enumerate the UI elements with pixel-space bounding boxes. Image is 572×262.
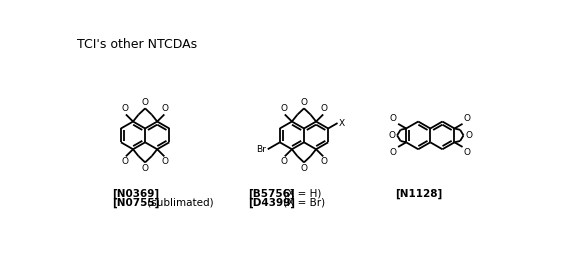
Text: X: X [339,119,345,128]
Text: Br: Br [256,145,266,154]
Text: [B5756]: [B5756] [248,189,295,199]
Text: (X = Br): (X = Br) [280,198,325,208]
Text: TCI's other NTCDAs: TCI's other NTCDAs [77,38,197,51]
Text: O: O [280,104,288,113]
Text: O: O [142,163,149,173]
Text: O: O [162,157,169,166]
Text: [N0755]: [N0755] [112,198,159,208]
Text: O: O [280,157,288,166]
Text: O: O [122,157,129,166]
Text: (sublimated): (sublimated) [144,198,213,208]
Text: O: O [320,157,328,166]
Text: [N1128]: [N1128] [395,189,443,199]
Text: O: O [300,163,308,173]
Text: O: O [464,148,471,157]
Text: O: O [390,148,397,157]
Text: O: O [122,104,129,113]
Text: O: O [142,98,149,107]
Text: [N0369]: [N0369] [112,189,159,199]
Text: O: O [390,114,397,123]
Text: O: O [388,131,396,140]
Text: (X = H): (X = H) [280,189,321,199]
Text: O: O [320,104,328,113]
Text: O: O [465,131,472,140]
Text: O: O [162,104,169,113]
Text: O: O [464,114,471,123]
Text: [D4399]: [D4399] [248,198,295,208]
Text: O: O [300,98,308,107]
